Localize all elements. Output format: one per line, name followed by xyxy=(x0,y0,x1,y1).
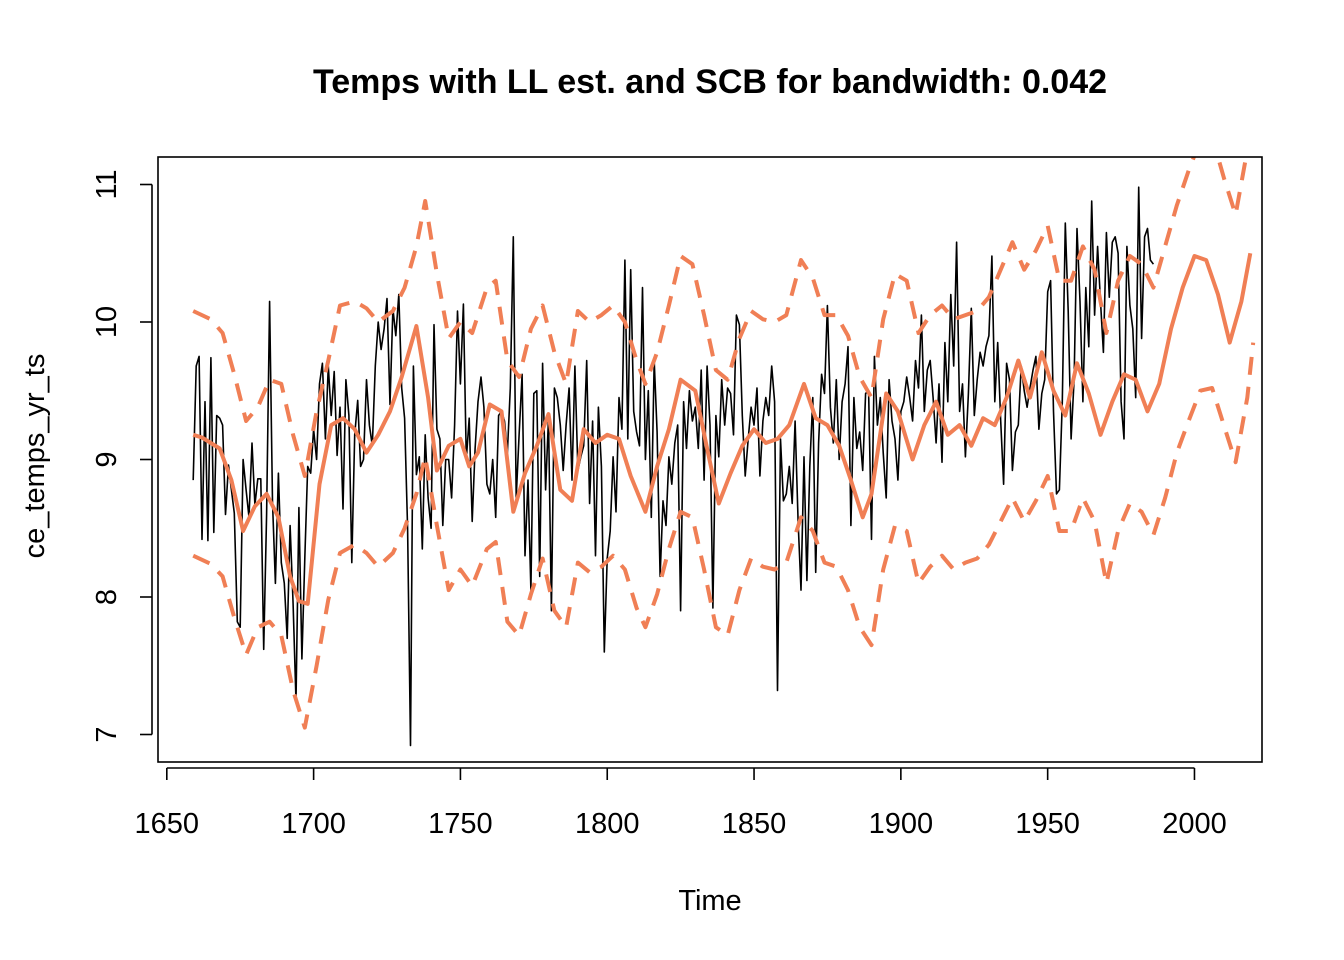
x-tick-label: 1800 xyxy=(575,808,640,840)
x-axis-label: Time xyxy=(678,885,741,917)
x-tick-label: 1750 xyxy=(428,808,493,840)
y-axis: 7 8 9 10 11 xyxy=(91,169,153,743)
y-tick-label: 8 xyxy=(91,589,123,605)
y-tick-label: 10 xyxy=(91,306,123,338)
y-axis-label: ce_temps_yr_ts xyxy=(19,354,51,559)
y-tick-label: 9 xyxy=(91,451,123,467)
y-tick-label: 7 xyxy=(91,726,123,742)
plot-frame xyxy=(157,156,1263,763)
x-tick-label: 1900 xyxy=(869,808,934,840)
x-tick-label: 1950 xyxy=(1015,808,1080,840)
scb-upper-line xyxy=(192,157,1249,478)
ll-estimate-line xyxy=(192,252,1253,606)
y-tick-label: 11 xyxy=(91,169,123,199)
x-tick-label: 2000 xyxy=(1162,808,1227,840)
x-tick-label: 1650 xyxy=(135,808,200,840)
observed-series-line xyxy=(192,186,1155,747)
chart-title: Temps with LL est. and SCB for bandwidth… xyxy=(313,63,1107,101)
plot-area xyxy=(192,157,1256,747)
x-axis: 1650 1700 1750 1800 1850 1900 1950 2000 xyxy=(135,767,1227,840)
x-tick-label: 1850 xyxy=(722,808,787,840)
x-tick-label: 1700 xyxy=(281,808,346,840)
